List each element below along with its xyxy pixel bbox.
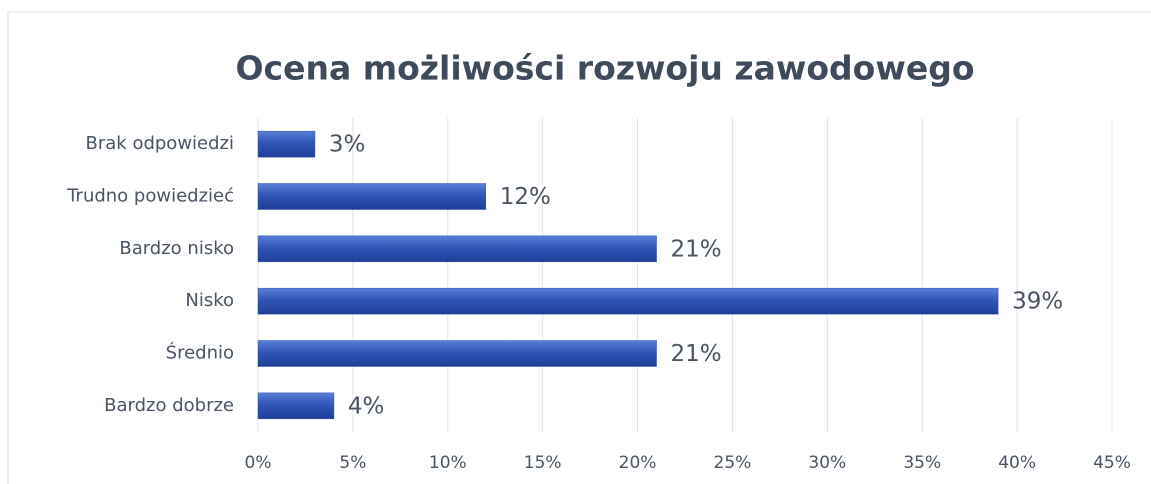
y-tick-label: Brak odpowiedzi: [86, 133, 234, 154]
data-label: 39%: [1012, 289, 1063, 315]
bar: [257, 340, 657, 367]
x-tick-label: 40%: [998, 453, 1036, 473]
x-tick-label: 30%: [808, 453, 846, 473]
x-tick-label: 25%: [714, 453, 752, 473]
x-tick-label: 20%: [619, 453, 657, 473]
bar: [257, 183, 486, 210]
bar: [257, 235, 657, 263]
bar: [257, 130, 316, 158]
data-label: 3%: [329, 132, 366, 158]
chart-title: Ocena możliwości rozwoju zawodowego: [236, 49, 975, 88]
x-tick-label: 15%: [524, 453, 562, 473]
y-tick-label: Nisko: [185, 290, 234, 311]
y-tick-label: Trudno powiedzieć: [66, 186, 234, 207]
y-tick-label: Bardzo dobrze: [104, 395, 234, 416]
x-tick-label: 5%: [339, 453, 366, 473]
data-label: 21%: [671, 236, 722, 262]
data-label: 21%: [671, 341, 722, 367]
x-tick-label: 0%: [245, 453, 272, 473]
bar: [257, 392, 335, 420]
x-tick-label: 45%: [1093, 453, 1131, 473]
y-tick-label: Średnio: [166, 342, 234, 364]
y-tick-label: Bardzo nisko: [119, 238, 234, 259]
bar: [257, 287, 999, 315]
data-label: 4%: [348, 393, 385, 419]
x-tick-label: 35%: [903, 453, 941, 473]
x-tick-label: 10%: [429, 453, 467, 473]
data-label: 12%: [500, 184, 551, 210]
